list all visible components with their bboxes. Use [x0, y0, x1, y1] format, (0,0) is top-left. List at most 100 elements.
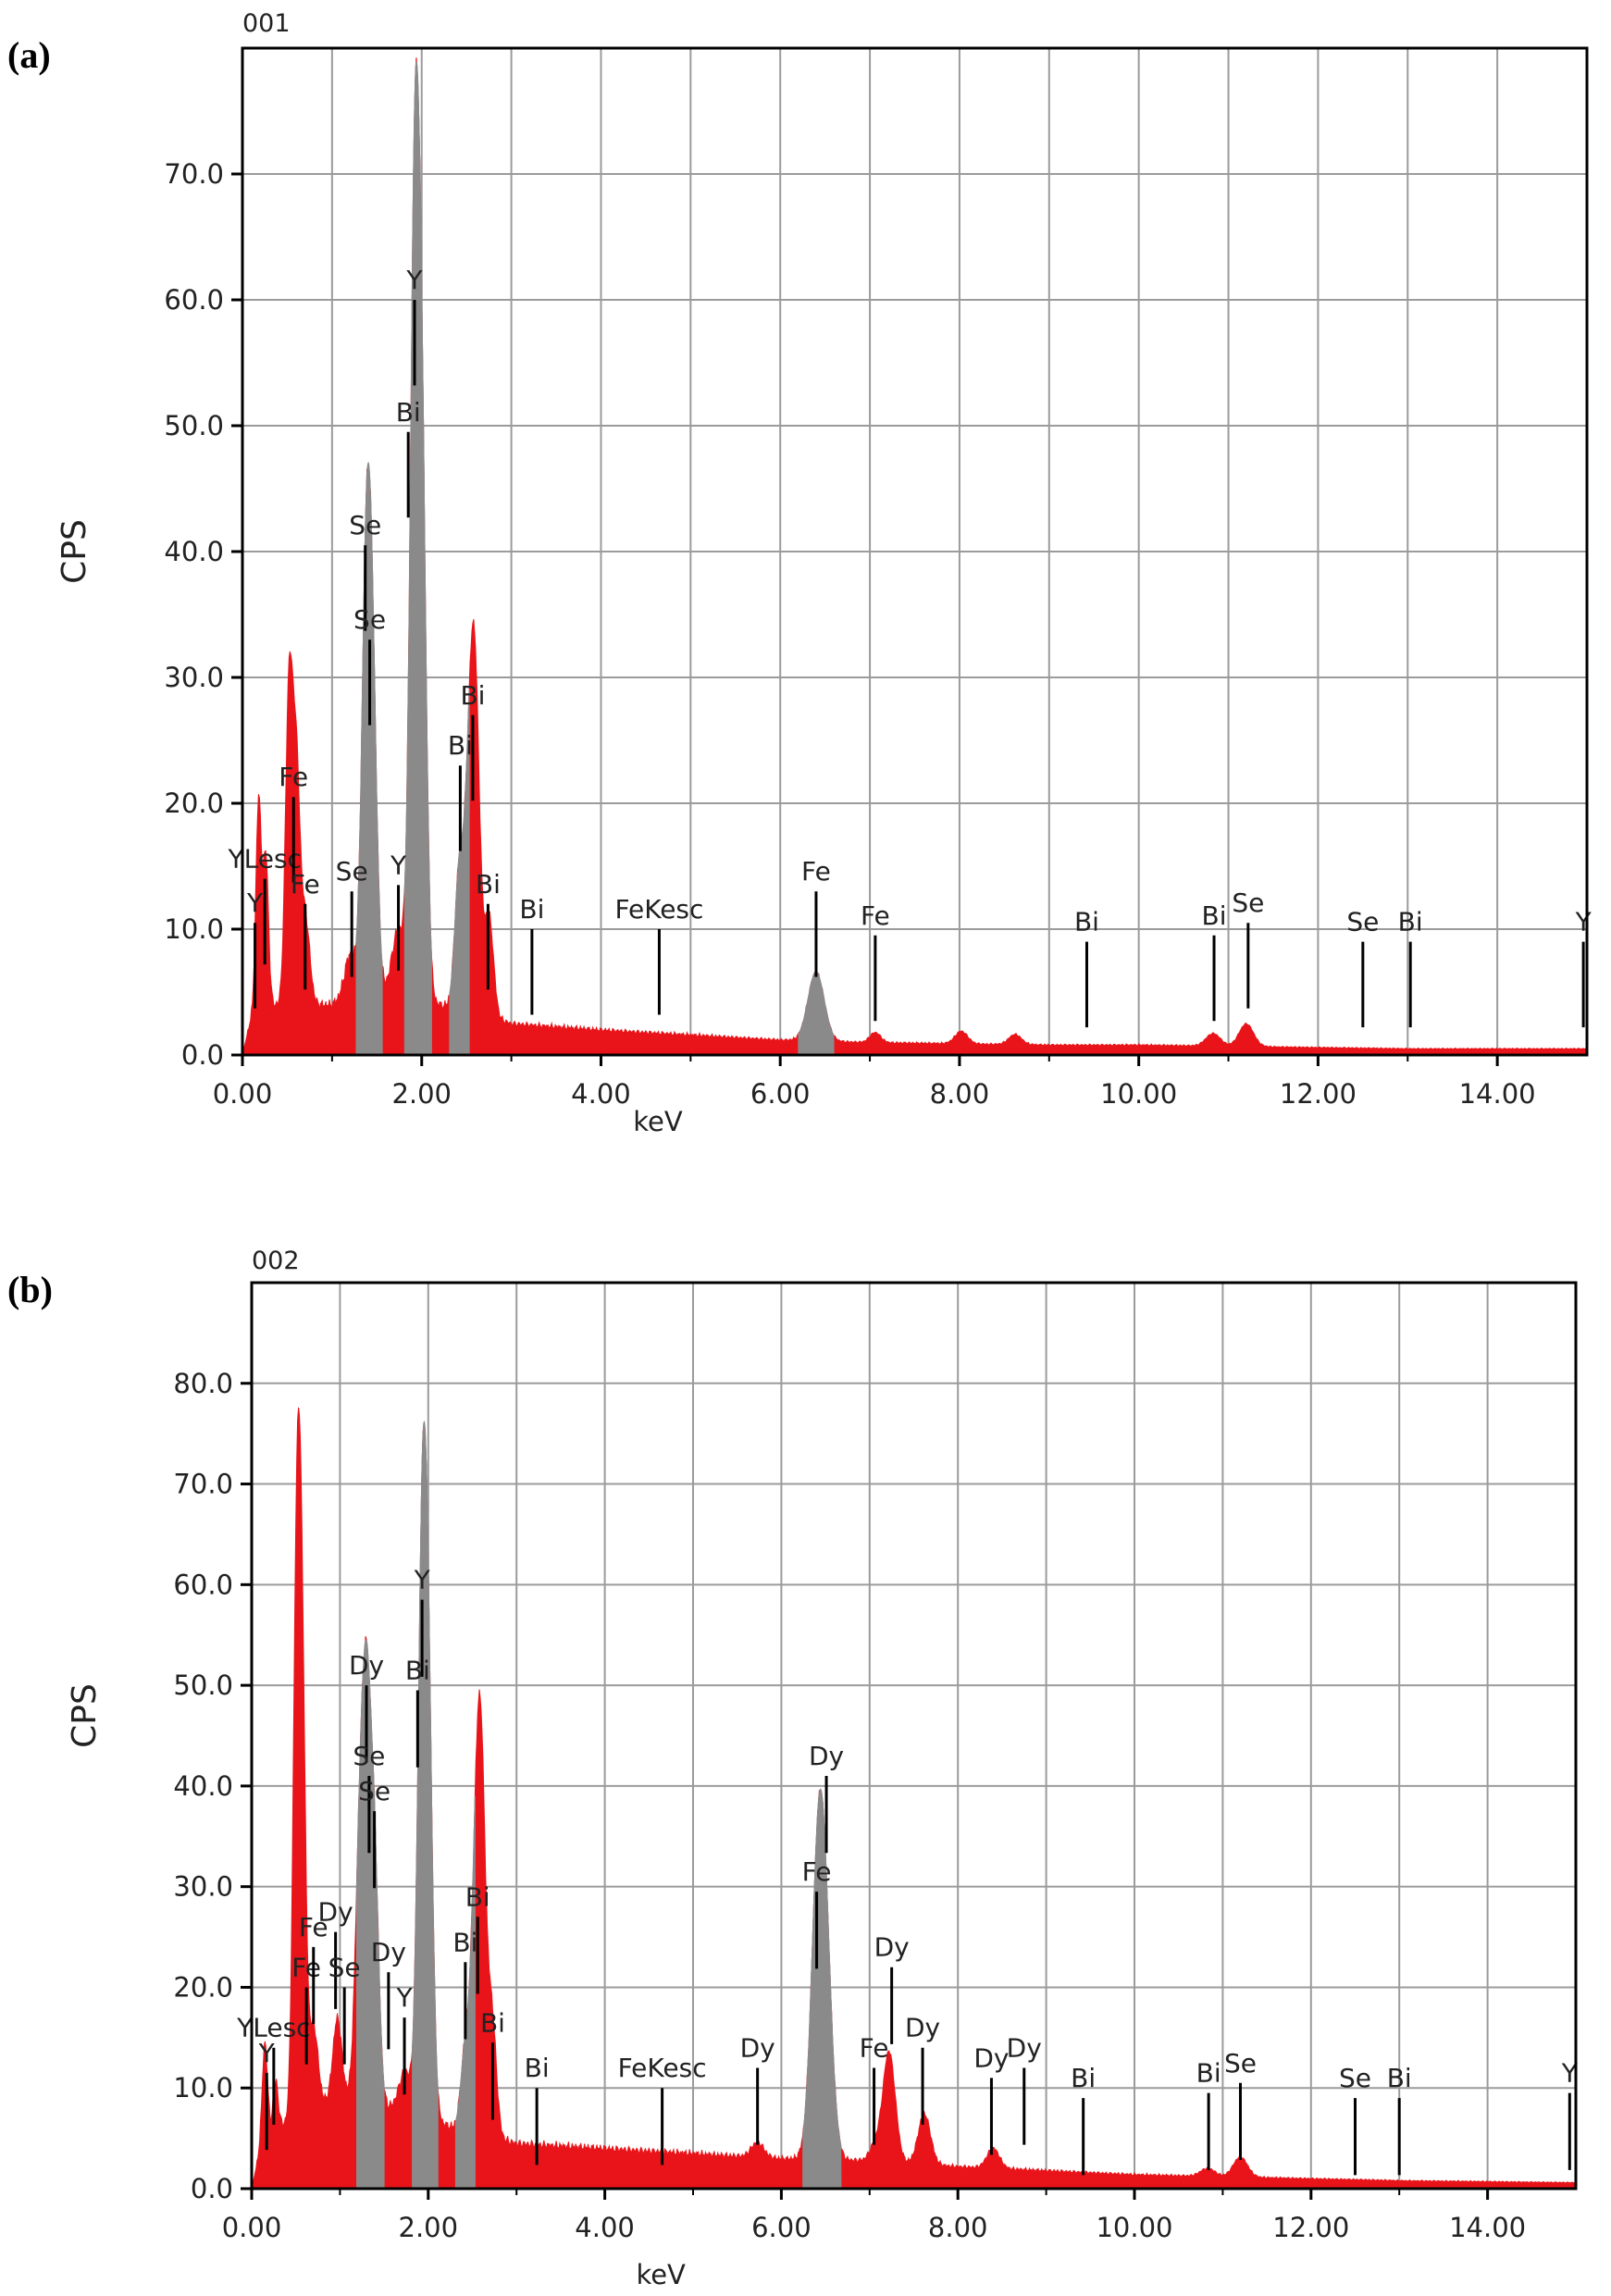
- y-tick-label: 50.0: [164, 410, 224, 441]
- marker-label: Bi: [1071, 2063, 1096, 2093]
- x-tick-label: 10.00: [1100, 1078, 1177, 1110]
- plot-frame: [250, 1281, 1578, 2191]
- y-tick-label: 10.0: [173, 2072, 233, 2104]
- marker-label: Bi: [405, 1656, 430, 1686]
- x-tick-label: 0.00: [222, 2212, 282, 2243]
- marker-label: Y: [405, 265, 423, 295]
- marker-label: FeKesc: [618, 2053, 707, 2083]
- highlighted-peak: [417, 1420, 439, 2190]
- panel-label: (b): [7, 1269, 53, 1310]
- x-tick-label: 6.00: [750, 1078, 811, 1110]
- marker-label: FeKesc: [614, 894, 703, 925]
- y-tick-label: 80.0: [173, 1368, 233, 1399]
- marker-label: Se: [358, 1776, 390, 1806]
- marker-label: YLesc: [228, 844, 302, 875]
- marker-label: Y: [1561, 2058, 1579, 2089]
- marker-label: Fe: [861, 900, 890, 931]
- y-tick-label: 0.0: [191, 2173, 233, 2204]
- marker-label: Bi: [519, 894, 544, 925]
- marker-label: Dy: [318, 1897, 353, 1928]
- marker-label: Bi: [1074, 907, 1099, 937]
- marker-label: Bi: [476, 869, 501, 900]
- y-tick-label: 40.0: [173, 1770, 233, 1802]
- y-tick-label: 50.0: [173, 1669, 233, 1701]
- x-tick-label: 12.00: [1280, 1078, 1357, 1110]
- marker-label: Bi: [452, 1927, 477, 1957]
- marker-label: Y: [258, 2038, 276, 2068]
- x-tick-label: 4.00: [571, 1078, 631, 1110]
- x-tick-label: 6.00: [751, 2212, 812, 2243]
- marker-label: Dy: [349, 1650, 384, 1681]
- marker-label: Y: [414, 1565, 431, 1595]
- x-tick-label: 2.00: [399, 2212, 459, 2243]
- y-axis-label: CPS: [56, 519, 93, 584]
- y-axis-label: CPS: [66, 1683, 104, 1748]
- panel-label: (a): [7, 34, 51, 76]
- marker-label: Se: [328, 1952, 361, 1982]
- grid: [242, 48, 1587, 1055]
- marker-label: Bi: [1196, 2058, 1221, 2089]
- y-tick-label: 0.0: [181, 1039, 224, 1071]
- marker-label: Bi: [448, 730, 473, 761]
- marker-label: Y: [1575, 907, 1592, 937]
- spectrum-id: 002: [252, 1247, 300, 1275]
- marker-label: Se: [353, 604, 386, 635]
- y-tick-label: 30.0: [173, 1871, 233, 1903]
- marker-label: Bi: [396, 397, 421, 428]
- y-tick-label: 10.0: [164, 913, 224, 945]
- marker-label: Se: [1339, 2063, 1371, 2093]
- x-tick-label: 8.00: [928, 2212, 988, 2243]
- x-tick-label: 0.00: [213, 1078, 273, 1110]
- marker-label: Se: [1232, 887, 1264, 918]
- y-tick-label: 60.0: [173, 1569, 233, 1600]
- highlighted-peak: [798, 971, 835, 1056]
- marker-label: Bi: [525, 2053, 550, 2083]
- marker-label: Se: [1224, 2048, 1257, 2079]
- marker-label: Bi: [460, 680, 485, 711]
- marker-label: Bi: [1387, 2063, 1412, 2093]
- y-tick-label: 20.0: [164, 788, 224, 819]
- marker-label: Fe: [291, 1952, 321, 1982]
- x-axis-label: keV: [636, 2259, 686, 2290]
- x-tick-label: 12.00: [1272, 2212, 1349, 2243]
- axis-ticks: 0.00 2.00 4.00 6.00 8.00 10.00 12.00 14.00 0.0 10…: [173, 1368, 1526, 2243]
- marker-label: Y: [246, 887, 264, 918]
- marker-label: Fe: [299, 1912, 328, 1942]
- marker-label: Se: [336, 856, 368, 887]
- spectrum-area: [251, 1407, 1577, 2190]
- marker-label: Dy: [973, 2042, 1009, 2073]
- x-tick-label: 14.00: [1459, 1078, 1536, 1110]
- marker-label: Dy: [874, 1932, 910, 1963]
- x-tick-label: 2.00: [391, 1078, 452, 1110]
- marker-label: Fe: [801, 856, 831, 887]
- marker-label: Bi: [1202, 900, 1227, 931]
- marker-label: Bi: [480, 2007, 505, 2038]
- marker-label: Se: [1346, 907, 1379, 937]
- spectrum-id: 001: [242, 9, 291, 38]
- marker-label: Se: [349, 510, 381, 540]
- spectrum-panel-b: (b) 002 Y YLesc Fe Fe Dy Se Dy Se Se Dy Y Y Bi Bi Bi Bi…: [0, 1148, 1611, 2296]
- marker-label: Dy: [371, 1937, 406, 1967]
- marker-label: Bi: [465, 1881, 490, 1912]
- marker-label: Dy: [1007, 2032, 1042, 2063]
- marker-label: Y: [395, 1982, 413, 2013]
- marker-label: Dy: [809, 1741, 844, 1771]
- x-axis-label: keV: [633, 1106, 683, 1137]
- marker-label: Y: [390, 850, 407, 880]
- highlighted-peak: [809, 1788, 842, 2190]
- grid: [252, 1283, 1576, 2189]
- x-tick-label: 14.00: [1449, 2212, 1526, 2243]
- marker-label: Fe: [279, 762, 308, 792]
- marker-label: Bi: [1398, 907, 1423, 937]
- marker-label: Fe: [860, 2032, 889, 2063]
- x-tick-label: 8.00: [930, 1078, 990, 1110]
- marker-label: Fe: [291, 869, 320, 900]
- highlighted-peak: [362, 461, 383, 1056]
- x-tick-label: 10.00: [1096, 2212, 1172, 2243]
- marker-label: Se: [353, 1741, 385, 1771]
- spectrum-area: [242, 57, 1588, 1056]
